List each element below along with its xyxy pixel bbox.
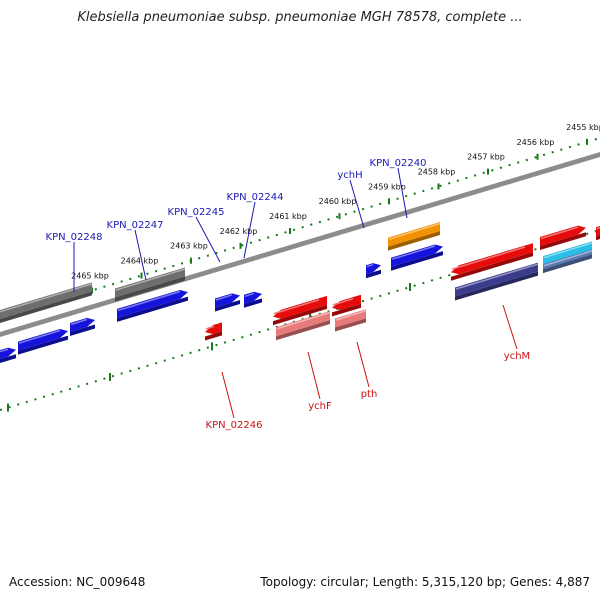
- gene-blue-highlight: [366, 263, 374, 268]
- map-title: Klebsiella pneumoniae subsp. pneumoniae …: [77, 10, 523, 25]
- gene-blue-shadow: [0, 354, 16, 364]
- gene-red-highlight: [540, 226, 579, 240]
- gene-blue: [117, 290, 188, 318]
- gene-leader-line: [356, 341, 370, 388]
- gene-blue: [215, 293, 240, 308]
- gene-blue: [18, 329, 68, 351]
- gene-leader-line: [243, 201, 256, 259]
- gene-blue-shadow: [18, 335, 68, 355]
- kbp-tick-label: 2465 kbp: [71, 271, 109, 280]
- upper-tick-ruler: [0, 137, 600, 319]
- kbp-tick-label: 2463 kbp: [170, 242, 208, 251]
- gene-red-shadow: [451, 252, 533, 281]
- gene-label: pth: [361, 389, 378, 400]
- gene-blue-highlight: [70, 318, 88, 326]
- gene-blue: [391, 244, 443, 267]
- gene-gray-shadow: [0, 291, 92, 323]
- gene-pink-shadow: [276, 320, 330, 341]
- gene-red-shadow: [205, 331, 222, 341]
- gene-steel-shadow: [543, 254, 592, 274]
- gene-cyan-highlight: [543, 242, 593, 259]
- gene-blue: [70, 317, 95, 332]
- gene-steel-highlight: [543, 250, 593, 267]
- gene-orange-highlight: [388, 222, 441, 240]
- gene-leader-line: [397, 167, 408, 219]
- gene-leader-line: [195, 216, 221, 263]
- gene-blue-shadow: [366, 269, 381, 279]
- gene-red-shadow: [273, 304, 327, 326]
- gene-blue-shadow: [215, 300, 240, 312]
- accession-text: Accession: NC_009648: [9, 575, 146, 589]
- gene-blue-highlight: [244, 292, 255, 298]
- gene-label: KPN_02245: [168, 207, 225, 218]
- kbp-tick-label: 2461 kbp: [269, 212, 307, 221]
- gene-red-highlight: [451, 246, 526, 270]
- kbp-tick-label: 2460 kbp: [319, 197, 357, 206]
- gene-pink-highlight: [276, 311, 331, 330]
- gene-red-shadow: [596, 234, 600, 241]
- kbp-tick-label: 2455 kbp: [566, 123, 600, 132]
- kbp-tick-label: 2458 kbp: [418, 167, 456, 176]
- gene-blue-shadow: [391, 251, 443, 271]
- gene-label: KPN_02244: [227, 192, 284, 203]
- gene-orange-shadow: [388, 231, 440, 251]
- gene-label: KPN_02240: [370, 158, 427, 169]
- gene-leader-line: [134, 229, 147, 281]
- kbp-tick-label: 2456 kbp: [517, 138, 555, 147]
- gene-leader-line: [221, 371, 235, 419]
- gene-red: [596, 225, 600, 237]
- gene-label: KPN_02247: [107, 220, 164, 231]
- gene-gray-highlight: [115, 268, 186, 291]
- gene-red: [332, 294, 361, 310]
- kbp-tick-label: 2457 kbp: [467, 153, 505, 162]
- gene-red: [205, 322, 222, 335]
- gene-navy-highlight: [455, 263, 539, 290]
- gene-pink-shadow: [335, 318, 366, 332]
- gene-leader-line: [349, 179, 365, 229]
- gene-red-shadow: [332, 303, 361, 317]
- kbp-tick-label: 2459 kbp: [368, 182, 406, 191]
- gene-red-highlight: [205, 325, 215, 330]
- gene-blue-shadow: [244, 298, 262, 308]
- gene-blue-highlight: [215, 294, 233, 301]
- gene-blue-shadow: [70, 324, 95, 336]
- gene-red-shadow: [540, 232, 586, 250]
- gene-leader-line: [307, 351, 321, 400]
- gene-red-highlight: [273, 299, 320, 315]
- gene-blue-highlight: [117, 290, 181, 312]
- gene-blue-highlight: [18, 329, 61, 344]
- gene-label: KPN_02248: [46, 232, 103, 243]
- genome-summary-text: Topology: circular; Length: 5,315,120 bp…: [260, 575, 590, 589]
- gene-label: ychH: [337, 170, 362, 181]
- gene-gray-shadow: [115, 276, 185, 302]
- gene-pink-highlight: [335, 309, 367, 321]
- gene-blue-shadow: [117, 296, 188, 322]
- gene-blue-highlight: [0, 348, 9, 353]
- kbp-tick-label: 2464 kbp: [121, 257, 159, 266]
- gene-red: [540, 225, 586, 246]
- gene-navy-shadow: [455, 271, 538, 301]
- kbp-tick-label: 2462 kbp: [220, 227, 258, 236]
- gene-leader-line: [502, 304, 518, 350]
- gene-gray-highlight: [0, 283, 93, 313]
- gene-red-highlight: [332, 297, 354, 306]
- gene-label: KPN_02246: [206, 420, 263, 431]
- gene-label: ychM: [504, 351, 530, 362]
- gene-label: ychF: [308, 401, 332, 412]
- gene-blue-highlight: [391, 245, 436, 260]
